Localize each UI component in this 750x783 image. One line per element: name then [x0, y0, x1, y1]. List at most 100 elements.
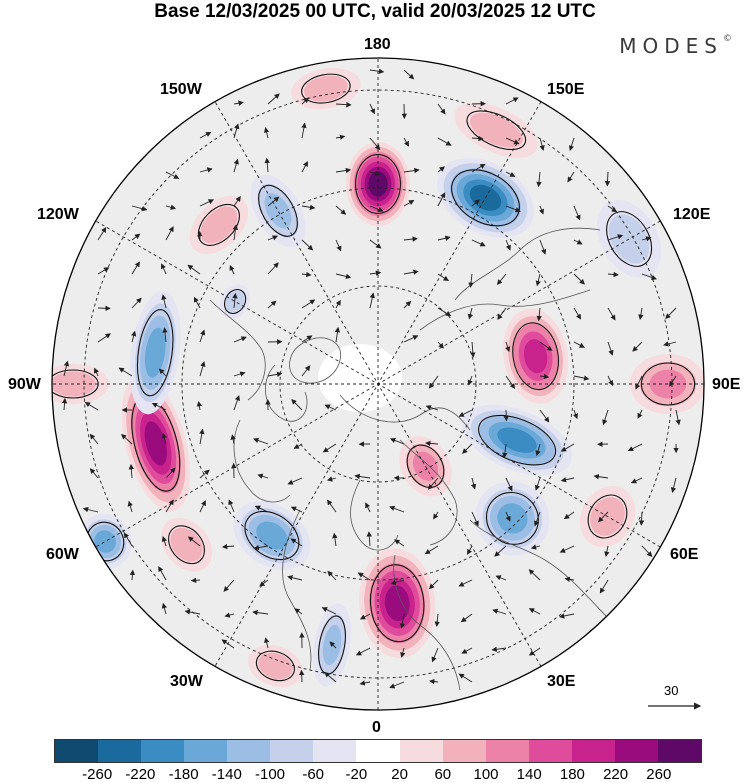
wind-vector-arrow — [641, 273, 657, 280]
wind-vector-arrow — [89, 468, 99, 479]
wind-vector-arrow — [675, 409, 681, 426]
wind-vector-arrow — [267, 371, 283, 377]
coastline — [350, 479, 399, 551]
wind-vector-arrow — [539, 341, 553, 351]
wind-vector-arrow — [495, 575, 507, 581]
coastline — [469, 519, 611, 621]
wind-vector-arrow — [161, 294, 167, 309]
wind-vector-arrow — [403, 236, 418, 242]
wind-vector-arrow — [267, 93, 280, 105]
wind-vector-arrow — [221, 543, 235, 550]
wind-vector-arrow — [505, 239, 511, 251]
wind-vector-arrow — [567, 171, 575, 183]
wind-vector-arrow — [471, 239, 486, 247]
coastline — [339, 394, 471, 431]
geopotential-contour-line — [52, 369, 99, 399]
negative-anomaly-contour — [497, 503, 528, 534]
colorbar-swatch — [571, 740, 615, 762]
wind-vector-arrow — [573, 273, 585, 285]
wind-vector-arrow — [505, 477, 513, 492]
colorbar-swatch — [356, 740, 400, 762]
wind-vector-arrow — [539, 409, 550, 423]
wind-vector-arrow — [165, 204, 177, 210]
wind-vector-arrow — [233, 196, 241, 207]
wind-vector-arrow — [254, 505, 269, 513]
colorbar-swatch — [399, 740, 443, 762]
wind-vector-arrow — [403, 137, 410, 147]
wind-vector-arrow — [187, 264, 201, 275]
wind-vector-arrow — [326, 476, 337, 482]
wind-vector-arrow — [468, 273, 474, 288]
wind-vector-arrow — [324, 404, 337, 411]
wind-vector-arrow — [322, 443, 337, 453]
pole-neutral-region — [318, 344, 402, 412]
wind-vector-arrow — [669, 375, 677, 387]
wind-vector-arrow — [491, 646, 507, 652]
wind-vector-arrow — [359, 680, 371, 686]
negative-anomaly-contour — [144, 327, 166, 378]
wind-vector-arrow — [665, 307, 677, 320]
wind-vector-arrow — [502, 443, 508, 459]
positive-anomaly-contour — [200, 206, 238, 244]
positive-anomaly-contour — [170, 527, 203, 562]
wind-vector-arrow — [539, 239, 547, 255]
colorbar-tick-label: -180 — [168, 766, 199, 783]
wind-vector-arrow — [199, 131, 212, 139]
wind-vector-arrow — [390, 579, 405, 586]
wind-vector-arrow — [470, 341, 476, 358]
wind-vector-arrow — [232, 292, 238, 309]
wind-vector-arrow — [199, 469, 210, 479]
wind-vector-arrow — [165, 171, 180, 179]
colorbar-swatch — [227, 740, 271, 762]
wind-vector-arrow — [97, 305, 111, 312]
wind-vector-arrow — [403, 335, 419, 343]
colorbar-swatch — [442, 740, 486, 762]
wind-vector-arrow — [354, 473, 371, 480]
wind-vector-arrow — [123, 532, 133, 547]
lon-label-0: 0 — [372, 719, 381, 736]
wind-vector-arrow — [433, 511, 439, 520]
wind-vector-arrow — [670, 477, 677, 493]
wind-vector-arrow — [369, 239, 382, 249]
wind-vector-arrow — [641, 236, 652, 242]
wind-vector-arrow — [437, 273, 449, 281]
wind-vector-arrow — [369, 103, 375, 115]
wind-vector-arrow — [335, 134, 346, 140]
wind-vector-arrow — [458, 409, 473, 417]
wind-vector-arrow — [428, 579, 439, 590]
wind-vector-arrow — [233, 395, 240, 411]
wind-vector-arrow — [221, 639, 235, 649]
wind-vector-arrow — [399, 613, 406, 629]
wind-vector-arrow — [233, 371, 246, 377]
colorbar-swatch — [184, 740, 228, 762]
wind-vector-arrow — [424, 545, 439, 555]
wind-vector-arrow — [129, 569, 136, 581]
wind-vector-arrow — [460, 613, 473, 623]
wind-vector-arrow — [228, 499, 235, 513]
wind-vector-arrow — [253, 437, 269, 445]
wind-vectors — [61, 68, 681, 689]
wind-vector-arrow — [161, 602, 167, 615]
wind-vector-arrow — [572, 409, 579, 420]
wind-vector-arrow — [607, 271, 619, 278]
geopotential-contour-line — [301, 73, 351, 104]
wind-vector-arrow — [428, 375, 439, 389]
wind-vector-arrow — [257, 473, 269, 479]
wind-vector-arrow — [505, 171, 516, 177]
wind-vector-arrow — [461, 647, 473, 654]
wind-vector-arrow — [494, 545, 507, 557]
wind-vector-arrow — [505, 205, 521, 213]
colorbar-tick-label: -100 — [254, 766, 286, 783]
wind-vector-arrow — [599, 579, 609, 594]
colorbar-swatch — [485, 740, 529, 762]
geopotential-contour-line — [485, 491, 539, 545]
colorbar-tick-label: 20 — [391, 766, 408, 783]
wind-vector-arrow — [607, 234, 624, 241]
wind-vector-arrow — [199, 428, 205, 445]
wind-vector-arrow — [93, 367, 99, 377]
wind-vector-arrow — [233, 100, 244, 106]
wind-vector-arrow — [193, 296, 201, 309]
wind-vector-arrow — [394, 539, 405, 547]
modes-logo: MODES© — [619, 34, 732, 58]
wind-vector-arrow — [434, 613, 440, 627]
